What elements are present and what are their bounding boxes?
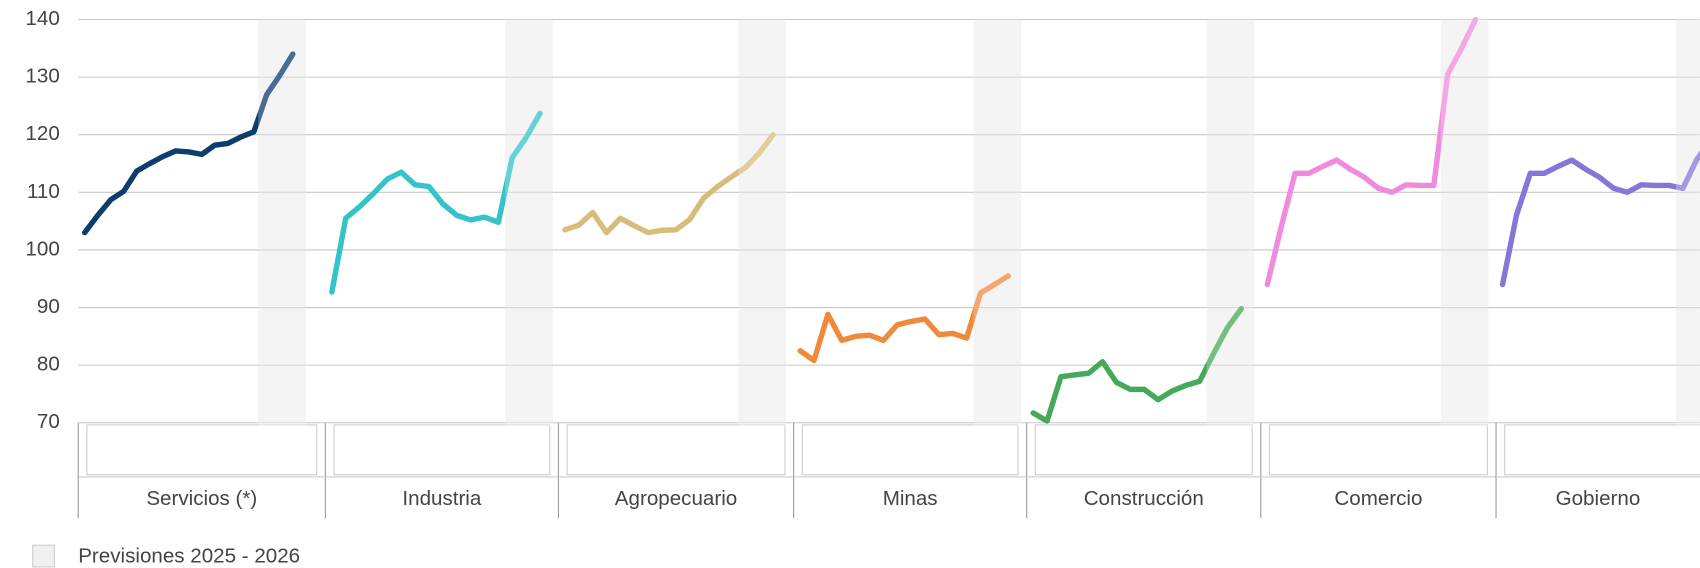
category-label: Gobierno [1556, 487, 1641, 510]
forecast-shade [738, 19, 787, 423]
category-label: Agropecuario [615, 487, 737, 510]
forecast-shade [505, 19, 553, 423]
y-tick-label: 70 [37, 410, 60, 433]
series-line [1499, 150, 1700, 288]
y-tick-label: 80 [37, 353, 60, 376]
panel-box [1504, 424, 1700, 476]
y-tick-label: 130 [25, 65, 59, 88]
forecast-shade [1675, 19, 1700, 423]
series-line [562, 132, 776, 236]
category-label: Construcción [1084, 487, 1204, 510]
panel-box [1268, 424, 1488, 476]
panel-box [566, 424, 786, 476]
forecast-tint [1206, 15, 1255, 428]
panel-box [333, 424, 551, 476]
y-tick-label: 90 [37, 295, 60, 318]
forecast-tint [1440, 15, 1489, 428]
forecast-tint [738, 15, 787, 428]
panel-box [801, 424, 1019, 476]
forecast-shade [258, 19, 306, 423]
series-line [329, 110, 543, 295]
category-label: Servicios (*) [146, 487, 257, 510]
background-layer [78, 18, 1700, 424]
forecast-tint [973, 15, 1022, 428]
y-tick-label: 120 [25, 122, 59, 145]
category-label: Minas [883, 487, 938, 510]
series-line [797, 273, 1011, 364]
legend-label: Previsiones 2025 - 2026 [78, 545, 300, 568]
forecast-tint [258, 15, 306, 428]
category-label: Industria [402, 487, 481, 510]
legend-swatch [32, 544, 55, 568]
category-label: Comercio [1334, 487, 1422, 510]
forecast-tint [505, 15, 553, 428]
forecast-tint [1675, 15, 1700, 428]
series-line [1264, 16, 1479, 288]
y-tick-label: 110 [27, 180, 60, 203]
series-line [82, 51, 296, 236]
series-line [1030, 306, 1245, 424]
panel-box [1034, 424, 1253, 476]
forecast-shade [973, 19, 1022, 423]
y-tick-label: 100 [25, 237, 59, 260]
y-tick-label: 140 [25, 7, 59, 30]
panel-box [86, 424, 318, 476]
